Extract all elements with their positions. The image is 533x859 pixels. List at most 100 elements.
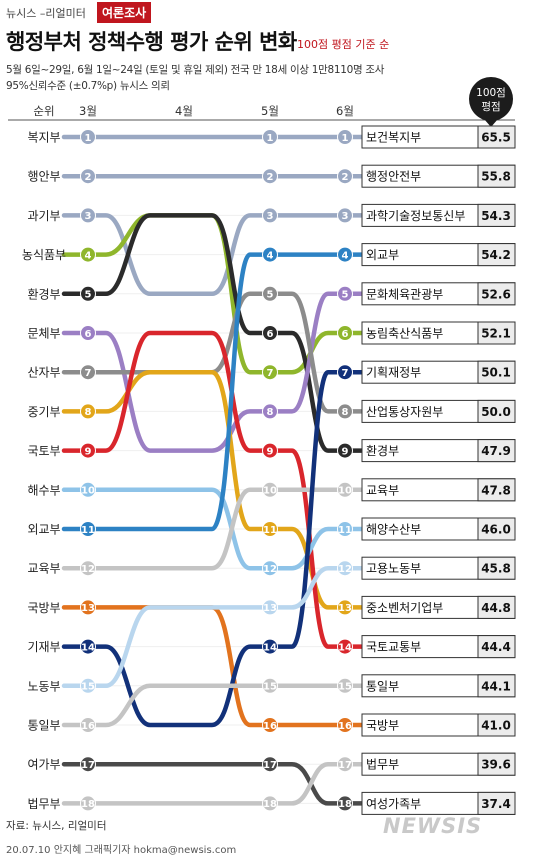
june-result-row: 교육부 47.8 <box>361 478 516 502</box>
rank-row-label: 노동부 <box>27 679 60 693</box>
rank-dot: 11 <box>262 521 278 537</box>
june-result-row: 과학기술정보통신부 54.3 <box>361 203 516 227</box>
rank-dot: 17 <box>337 756 353 773</box>
rank-line <box>61 565 365 689</box>
rank-dot-number: 10 <box>338 486 352 497</box>
rank-dot-number: 15 <box>263 682 277 693</box>
rank-dot-number: 7 <box>85 368 92 379</box>
month-header: 4월 <box>175 104 193 118</box>
rank-dot: 12 <box>262 560 278 577</box>
rank-dot-number: 18 <box>81 799 95 810</box>
rank-row-label: 해수부 <box>27 483 60 497</box>
rank-dot-number: 3 <box>85 211 92 222</box>
rank-dot-number: 9 <box>342 446 349 457</box>
rank-dot-number: 11 <box>263 525 277 536</box>
june-result-row: 국방부 41.0 <box>361 713 516 737</box>
rank-line <box>61 369 365 728</box>
rank-dot-number: 18 <box>263 799 277 810</box>
june-score-value: 50.1 <box>481 366 511 380</box>
credit-note: 20.07.10 안지혜 그래픽기자 hokma@newsis.com <box>6 845 237 856</box>
june-ministry-name: 산업통상자원부 <box>366 405 443 419</box>
rank-dot: 7 <box>80 364 96 381</box>
june-score-value: 52.1 <box>481 327 511 341</box>
june-ministry-name: 법무부 <box>366 758 399 772</box>
rank-row-label: 산자부 <box>27 366 60 380</box>
month-header: 3월 <box>79 104 97 118</box>
rank-dot-number: 16 <box>81 721 95 732</box>
rank-dot: 6 <box>337 325 353 341</box>
source-note: 자료: 뉴시스, 리얼미터 <box>6 820 107 832</box>
rank-dot-number: 13 <box>81 603 95 614</box>
rank-dot-number: 6 <box>85 329 92 340</box>
rank-row-label: 법무부 <box>27 797 60 811</box>
rank-row-label: 교육부 <box>27 562 60 576</box>
rank-dot: 5 <box>337 285 353 302</box>
june-ministry-name: 문화체육관광부 <box>366 287 443 301</box>
rank-dot-number: 8 <box>342 407 349 418</box>
june-ministry-name: 국토교통부 <box>366 640 421 654</box>
rank-dot: 9 <box>262 442 278 459</box>
brand-label: 뉴시스 –리얼미터 <box>6 7 86 20</box>
rank-dot: 1 <box>80 129 96 145</box>
rank-dot-number: 11 <box>338 525 352 536</box>
rank-dot-number: 7 <box>267 368 274 379</box>
rank-dot: 18 <box>80 795 96 812</box>
rank-row-label: 복지부 <box>27 131 60 145</box>
rank-row-label: 외교부 <box>27 523 60 537</box>
rank-line <box>61 487 365 571</box>
rank-dot-number: 14 <box>81 642 95 653</box>
june-score-value: 65.5 <box>481 131 511 145</box>
june-ministry-name: 보건복지부 <box>366 131 421 145</box>
rank-dot: 15 <box>337 677 353 694</box>
rank-dot-number: 18 <box>338 799 352 810</box>
rank-dot: 18 <box>262 795 278 812</box>
rank-dot: 2 <box>80 168 96 185</box>
rank-dot: 3 <box>262 207 278 224</box>
rank-dot-number: 12 <box>81 564 95 575</box>
rank-dot-number: 12 <box>338 564 352 575</box>
june-result-row: 외교부 54.2 <box>361 243 516 267</box>
rank-dot: 3 <box>80 207 96 224</box>
june-score-value: 44.4 <box>481 640 511 654</box>
rank-dot: 12 <box>337 560 353 577</box>
rank-dot-number: 14 <box>263 642 277 653</box>
rank-row-label: 중기부 <box>27 405 60 419</box>
rank-dot: 13 <box>337 599 353 616</box>
rank-dot: 13 <box>262 599 278 616</box>
rank-dot-number: 6 <box>267 329 274 340</box>
score-header-top: 100점 <box>476 87 506 99</box>
june-ministry-name: 환경부 <box>366 444 399 458</box>
june-result-row: 문화체육관광부 52.6 <box>361 282 516 306</box>
rank-dot: 1 <box>262 129 278 145</box>
chart-title: 행정부처 정책수행 평가 순위 변화 <box>6 30 297 54</box>
june-result-row: 기획재정부 50.1 <box>361 360 516 384</box>
rank-dot-number: 16 <box>338 721 352 732</box>
june-result-row: 중소벤처기업부 44.8 <box>361 595 516 619</box>
june-score-value: 52.6 <box>481 287 511 301</box>
rank-dot-number: 13 <box>263 603 277 614</box>
june-score-value: 54.2 <box>481 248 511 262</box>
rank-dot: 8 <box>80 403 96 420</box>
rank-line <box>61 213 365 453</box>
june-ministry-name: 통일부 <box>366 679 399 693</box>
rank-row-label: 기재부 <box>27 640 60 654</box>
rank-dot: 12 <box>80 560 96 577</box>
june-result-row: 국토교통부 44.4 <box>361 635 516 659</box>
rank-dot: 14 <box>337 638 353 655</box>
rank-dot-number: 4 <box>85 250 92 261</box>
june-score-value: 37.4 <box>481 797 511 811</box>
rank-dot: 16 <box>262 717 278 733</box>
rank-dot-number: 4 <box>342 250 349 261</box>
rank-dot: 4 <box>337 246 353 263</box>
month-header: 5월 <box>261 104 279 118</box>
rank-dot: 6 <box>80 325 96 341</box>
rank-dot-number: 11 <box>81 525 95 536</box>
rank-dot-number: 1 <box>85 133 92 144</box>
rank-dot-number: 2 <box>342 172 349 183</box>
rank-dot: 7 <box>337 364 353 381</box>
rank-dot: 17 <box>262 756 278 773</box>
june-ministry-name: 중소벤처기업부 <box>366 601 443 615</box>
survey-period-note: 5월 6일~29일, 6월 1일~24일 (토일 및 휴일 제외) 전국 만 1… <box>6 64 385 76</box>
rank-dot: 8 <box>337 403 353 420</box>
